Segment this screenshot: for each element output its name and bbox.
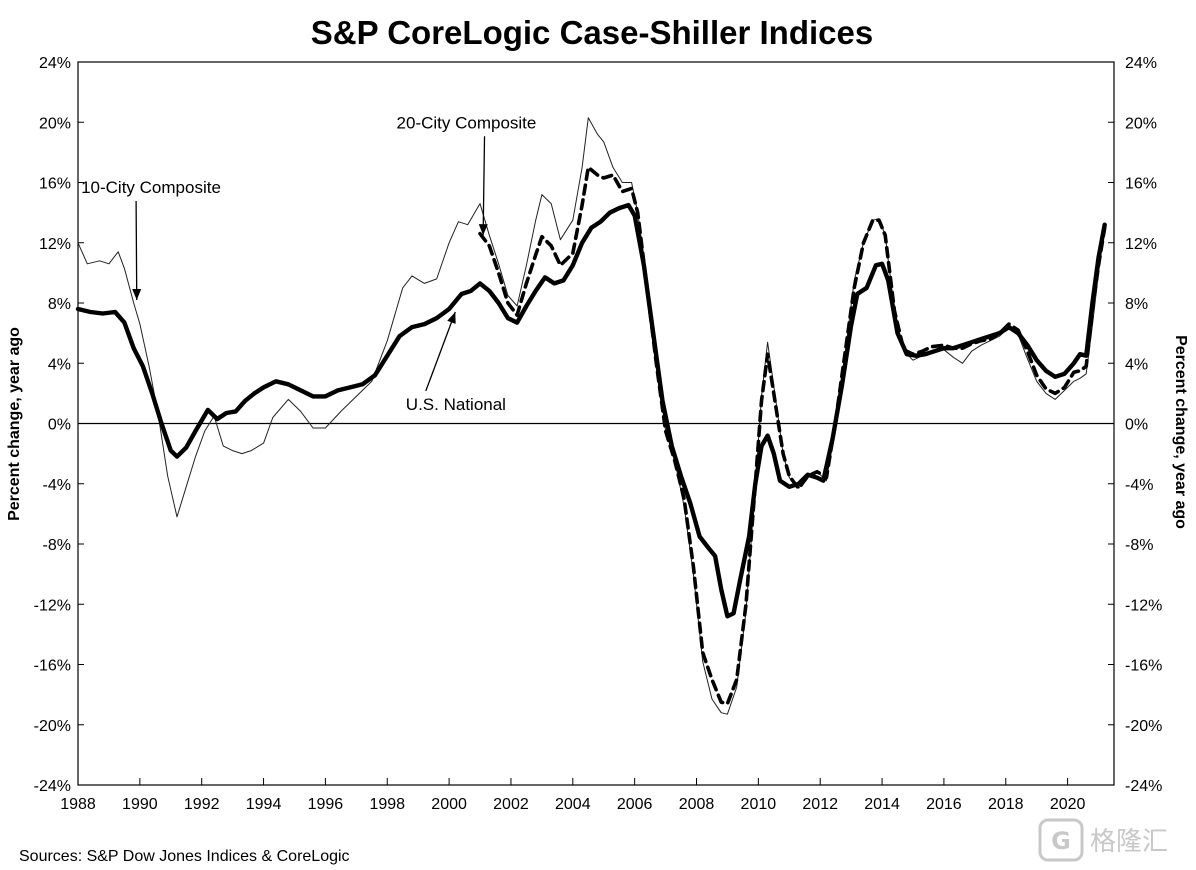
chart-title: S&P CoreLogic Case-Shiller Indices (311, 14, 873, 51)
y-tick-label-right: -12% (1125, 597, 1162, 614)
y-tick-label-left: 20% (39, 115, 71, 132)
series-line-10-city-composite (77, 117, 1106, 715)
annotation-label: U.S. National (406, 395, 506, 414)
y-tick-label-right: -20% (1125, 718, 1162, 735)
watermark: G 格隆汇 (1038, 818, 1168, 862)
y-tick-label-left: 12% (39, 236, 71, 253)
y-tick-label-right: 4% (1125, 356, 1148, 373)
y-tick-label-right: -16% (1125, 658, 1162, 675)
y-tick-label-left: 24% (39, 55, 71, 72)
annotation-label: 20-City Composite (397, 113, 537, 132)
y-tick-label-right: -8% (1125, 537, 1153, 554)
y-tick-label-left: 4% (48, 356, 71, 373)
y-axis-right: 24% 20% 16% 12% 8% 4% 0% -4% -8% -12% -16% -20% -24% (1108, 55, 1162, 795)
y-tick-label-left: 8% (48, 296, 71, 313)
plot-area (77, 61, 1115, 786)
annotation-arrowhead (132, 288, 142, 300)
annotation-arrow (482, 136, 486, 236)
annotation-label: 10-City Composite (81, 178, 221, 197)
y-tick-label-right: 20% (1125, 115, 1157, 132)
x-tick-label: 2004 (555, 796, 591, 813)
series-layer (75, 117, 1107, 715)
x-tick-label: 2012 (802, 796, 838, 813)
watermark-logo-glyph: G (1051, 827, 1071, 855)
source-note: Sources: S&P Dow Jones Indices & CoreLog… (19, 848, 350, 865)
x-tick-label: 2018 (988, 796, 1024, 813)
y-tick-label-right: 12% (1125, 236, 1157, 253)
x-tick-label: 1992 (184, 796, 220, 813)
y-axis-left: 24% 20% 16% 12% 8% 4% 0% -4% -8% -12% -16% -20% -24% (34, 55, 84, 795)
y-tick-label-right: 16% (1125, 176, 1157, 193)
annotation-arrow (135, 201, 138, 300)
x-tick-label: 2000 (431, 796, 467, 813)
y-tick-label-left: 0% (48, 417, 71, 434)
x-tick-label: 2020 (1050, 796, 1086, 813)
y-tick-label-left: -8% (43, 537, 71, 554)
y-tick-label-right: 0% (1125, 417, 1148, 434)
y-tick-label-right: 8% (1125, 296, 1148, 313)
y-tick-label-left: -12% (34, 597, 71, 614)
annotation-arrowhead (447, 312, 456, 324)
y-axis-label-right: Percent change, year ago (1172, 335, 1189, 529)
y-tick-label-right: -24% (1125, 778, 1162, 795)
x-tick-label: 2002 (493, 796, 529, 813)
y-axis-label-left: Percent change, year ago (6, 327, 23, 521)
y-tick-label-right: 24% (1125, 55, 1157, 72)
y-tick-label-left: -20% (34, 718, 71, 735)
watermark-text: 格隆汇 (1090, 827, 1168, 857)
x-tick-label: 1990 (122, 796, 158, 813)
x-tick-label: 1996 (308, 796, 344, 813)
annotation-arrow (425, 311, 456, 392)
x-tick-label: 1998 (369, 796, 405, 813)
x-tick-label: 2014 (864, 796, 900, 813)
y-tick-label-left: -4% (43, 477, 71, 494)
y-tick-label-left: -16% (34, 658, 71, 675)
annotation-layer: 10-City Composite 20-City Composite U.S. N… (81, 113, 536, 414)
annotation-arrowhead (478, 224, 488, 236)
y-tick-label-right: -4% (1125, 477, 1153, 494)
x-tick-label: 2006 (617, 796, 653, 813)
x-tick-label: 2010 (741, 796, 777, 813)
series-line-20-city-composite (478, 165, 1107, 706)
x-tick-label: 1988 (60, 796, 96, 813)
y-tick-label-left: -24% (34, 778, 71, 795)
x-tick-label: 2008 (679, 796, 715, 813)
x-tick-label: 2016 (926, 796, 962, 813)
y-tick-label-left: 16% (39, 176, 71, 193)
x-axis: 1988 1990 1992 1994 1996 1998 2000 2002 2004 2006… (60, 778, 1086, 813)
x-tick-label: 1994 (246, 796, 282, 813)
watermark-logo-icon (1038, 818, 1084, 862)
series-line-u-s-national (75, 202, 1107, 619)
